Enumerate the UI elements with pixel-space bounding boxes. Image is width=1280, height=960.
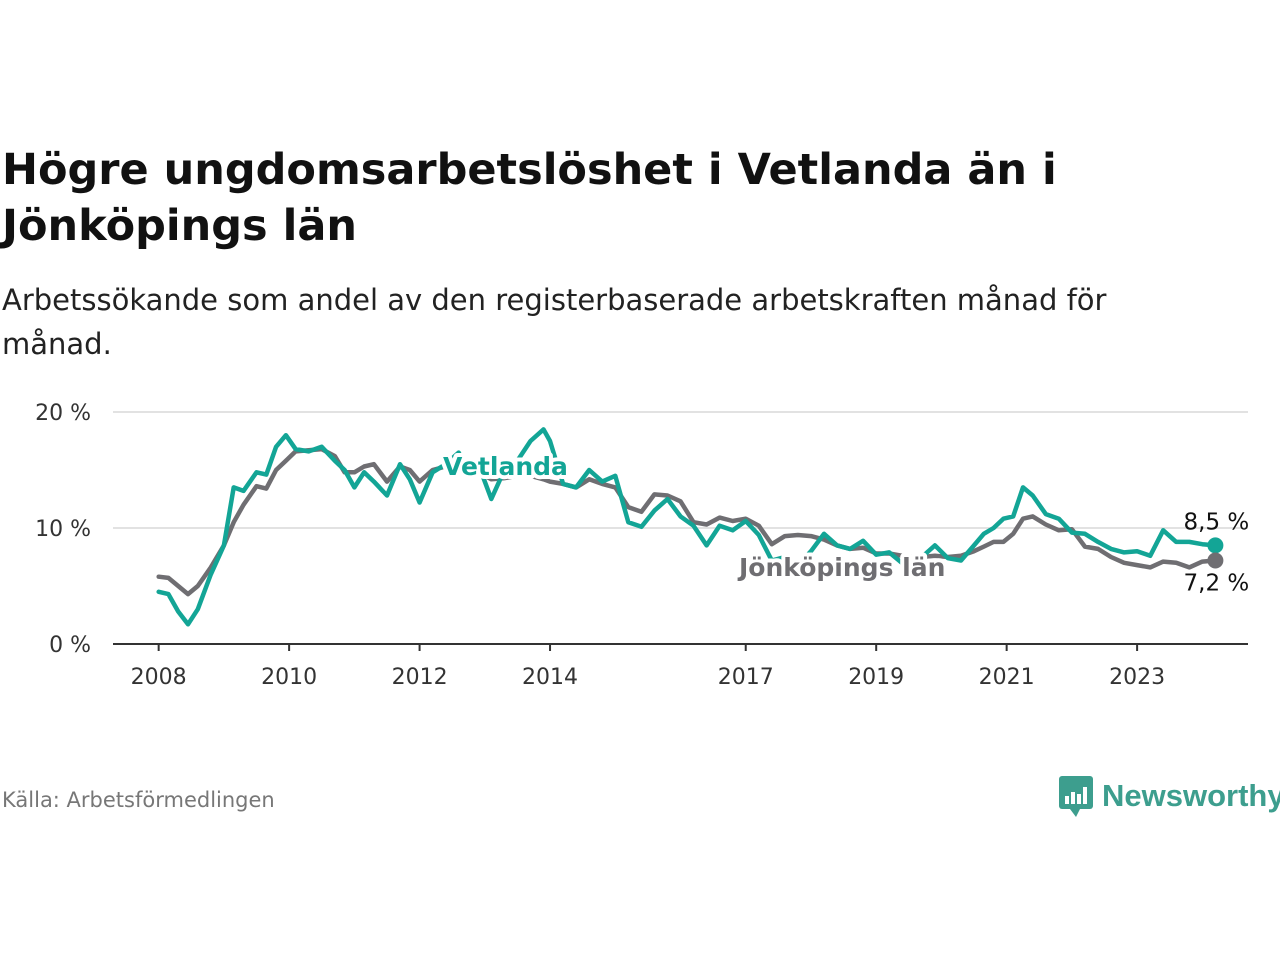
chart-title: Högre ungdomsarbetslöshet i Vetlanda än … (2, 145, 1057, 251)
y-tick-label: 10 % (35, 517, 91, 542)
series-line-vetlanda (156, 427, 1218, 627)
x-tick-label: 2021 (979, 665, 1035, 690)
y-tick-label: 0 % (49, 633, 91, 658)
series-name-label: Vetlanda (443, 452, 568, 481)
x-tick-label: 2023 (1109, 665, 1165, 690)
line-chart: 0 % 10 % 20 % 2008 2010 2012 2014 2017 2019 2021 2… (35, 401, 1249, 690)
brand-name: Newsworthy (1102, 778, 1280, 813)
series-name-halo: Vetlanda (443, 452, 568, 481)
gridlines (113, 411, 1248, 529)
end-value-label: 7,2 % (1184, 570, 1250, 596)
newsworthy-logo-icon (1059, 776, 1093, 817)
source-note: Källa: Arbetsförmedlingen (2, 788, 275, 812)
labels: 0 % 10 % 20 % 2008 2010 2012 2014 2017 2019 2021 2… (35, 401, 1249, 690)
series-name-halo: Jönköpings län (737, 553, 945, 582)
x-tick-label: 2010 (261, 665, 317, 690)
end-value-label: 8,5 % (1184, 509, 1250, 535)
chart-subtitle: Arbetssökande som andel av den registerb… (2, 283, 1107, 361)
newsworthy-logo[interactable]: Newsworthy (1058, 774, 1280, 818)
series-lines (156, 427, 1218, 627)
x-tick-label: 2019 (848, 665, 904, 690)
end-point-vetlanda (1207, 537, 1224, 554)
x-tick-label: 2008 (131, 665, 187, 690)
x-tick-label: 2017 (718, 665, 774, 690)
x-tick-label: 2012 (392, 665, 448, 690)
y-tick-label: 20 % (35, 401, 91, 426)
end-point-jonkopings-lan (1207, 552, 1224, 569)
axes (113, 643, 1248, 651)
series-name-label: Jönköpings län (737, 553, 945, 582)
x-tick-label: 2014 (522, 665, 578, 690)
